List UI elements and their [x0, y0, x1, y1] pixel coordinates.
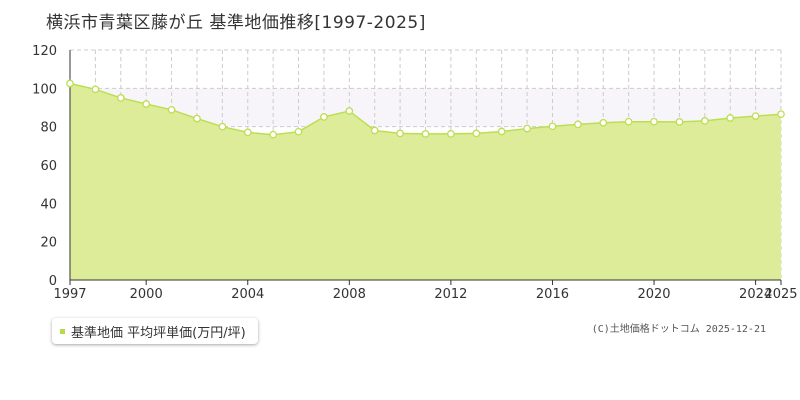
data-point [726, 114, 735, 122]
data-point [396, 129, 404, 138]
data-points-layer [66, 79, 785, 139]
data-point [777, 110, 785, 119]
copyright-text: (C)土地価格ドットコム 2025-12-21 [591, 324, 766, 335]
y-tick-label: 20 [40, 236, 57, 251]
x-tick-label: 1997 [53, 287, 86, 300]
data-point [294, 127, 303, 136]
data-point [497, 127, 506, 136]
data-point [167, 105, 176, 114]
y-tick-label: 0 [49, 274, 57, 289]
y-tick-label: 120 [32, 44, 57, 59]
data-point [447, 130, 455, 138]
tick-labels-layer: 0 20 40 60 80 100 120 1997 2000 2004 2008 2012 2016 2… [32, 44, 797, 300]
legend: 基準地価 平均坪単価(万円/坪) [52, 318, 258, 344]
data-point [624, 117, 633, 126]
data-point [751, 112, 760, 120]
data-point [675, 118, 684, 126]
y-tick-label: 40 [40, 197, 57, 212]
x-tick-label: 2016 [536, 287, 569, 300]
data-point [66, 79, 74, 88]
data-point [421, 130, 430, 138]
data-point [370, 126, 379, 135]
data-point [523, 124, 531, 133]
x-tick-label: 2012 [434, 287, 467, 300]
y-tick-label: 80 [40, 121, 57, 136]
chart-title: 横浜市青葉区藤が丘 基準地価推移[1997-2025] [46, 13, 426, 33]
x-tick-label: 2024 [739, 287, 772, 300]
chart-area: 0 20 40 60 80 100 120 1997 2000 2004 2008 2012 2016 2… [32, 44, 797, 300]
x-tick-label: 2020 [637, 287, 670, 300]
data-point [91, 85, 100, 94]
y-tick-label: 100 [32, 82, 57, 97]
data-point [218, 122, 227, 131]
data-point [650, 117, 658, 126]
y-tick-label: 60 [40, 159, 57, 174]
legend-swatch [60, 328, 65, 334]
x-tick-label: 2008 [333, 287, 366, 300]
x-tick-label: 2004 [231, 287, 264, 300]
data-point [269, 130, 277, 139]
data-point [574, 120, 582, 129]
x-tick-label: 2025 [764, 287, 797, 300]
x-tick-label: 2000 [130, 287, 163, 300]
axes-layer [69, 50, 782, 285]
data-point [116, 94, 125, 102]
data-point [243, 128, 252, 137]
data-point [320, 113, 328, 121]
data-point [193, 114, 201, 123]
data-point [345, 107, 354, 115]
data-point [700, 117, 709, 125]
legend-label: 基準地価 平均坪単価(万円/坪) [71, 325, 246, 341]
data-point [472, 129, 481, 138]
data-point [142, 100, 151, 108]
data-point [599, 118, 608, 127]
data-point [548, 122, 557, 131]
